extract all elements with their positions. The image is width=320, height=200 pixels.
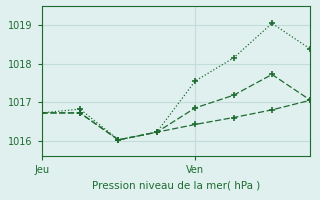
- X-axis label: Pression niveau de la mer( hPa ): Pression niveau de la mer( hPa ): [92, 181, 260, 191]
